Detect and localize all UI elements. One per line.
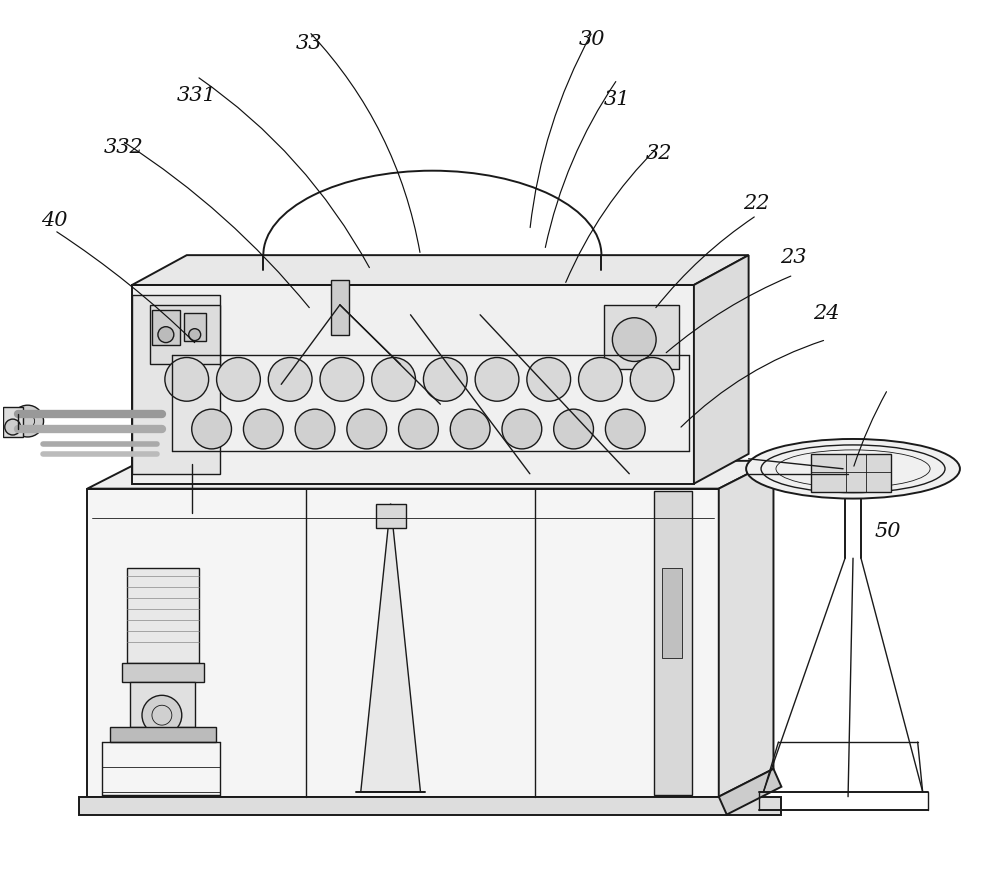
Polygon shape: [719, 769, 781, 814]
Circle shape: [372, 358, 415, 401]
Bar: [604, 306, 679, 370]
Polygon shape: [132, 255, 749, 286]
Bar: [132, 295, 220, 474]
Bar: [811, 454, 891, 492]
Bar: [130, 683, 195, 727]
Text: 24: 24: [813, 303, 839, 322]
Bar: [122, 663, 204, 683]
Circle shape: [268, 358, 312, 401]
Circle shape: [502, 409, 542, 449]
Bar: [3, 408, 23, 437]
Polygon shape: [694, 255, 749, 484]
Circle shape: [142, 695, 182, 735]
Bar: [662, 568, 682, 658]
Bar: [150, 306, 220, 365]
Circle shape: [475, 358, 519, 401]
Circle shape: [450, 409, 490, 449]
Polygon shape: [719, 461, 773, 797]
Polygon shape: [79, 797, 781, 814]
Circle shape: [527, 358, 571, 401]
Bar: [127, 568, 199, 663]
Text: 22: 22: [743, 194, 770, 213]
Circle shape: [165, 358, 209, 401]
Text: 30: 30: [579, 30, 606, 49]
Text: 40: 40: [41, 211, 68, 230]
Bar: [87, 489, 719, 797]
Circle shape: [423, 358, 467, 401]
Circle shape: [192, 409, 232, 449]
Circle shape: [320, 358, 364, 401]
Circle shape: [189, 329, 201, 342]
Circle shape: [630, 358, 674, 401]
Text: 32: 32: [646, 143, 672, 163]
Text: 23: 23: [780, 248, 807, 267]
Circle shape: [554, 409, 593, 449]
Circle shape: [158, 328, 174, 343]
Text: 33: 33: [296, 34, 322, 53]
Circle shape: [217, 358, 260, 401]
Ellipse shape: [746, 440, 960, 499]
Circle shape: [612, 318, 656, 362]
Circle shape: [605, 409, 645, 449]
Circle shape: [579, 358, 622, 401]
Bar: [654, 491, 692, 795]
Polygon shape: [87, 461, 773, 489]
Circle shape: [295, 409, 335, 449]
Text: 50: 50: [875, 521, 901, 541]
Bar: [376, 504, 406, 528]
Text: 332: 332: [104, 137, 144, 156]
Bar: [132, 286, 694, 484]
Circle shape: [347, 409, 387, 449]
Circle shape: [12, 406, 44, 437]
Polygon shape: [361, 504, 420, 792]
Circle shape: [399, 409, 438, 449]
Bar: [152, 310, 180, 345]
Bar: [331, 281, 349, 335]
Circle shape: [5, 420, 21, 435]
Bar: [110, 727, 216, 742]
Text: 331: 331: [177, 86, 217, 104]
Bar: [184, 314, 206, 342]
Circle shape: [243, 409, 283, 449]
Text: 31: 31: [604, 90, 631, 109]
